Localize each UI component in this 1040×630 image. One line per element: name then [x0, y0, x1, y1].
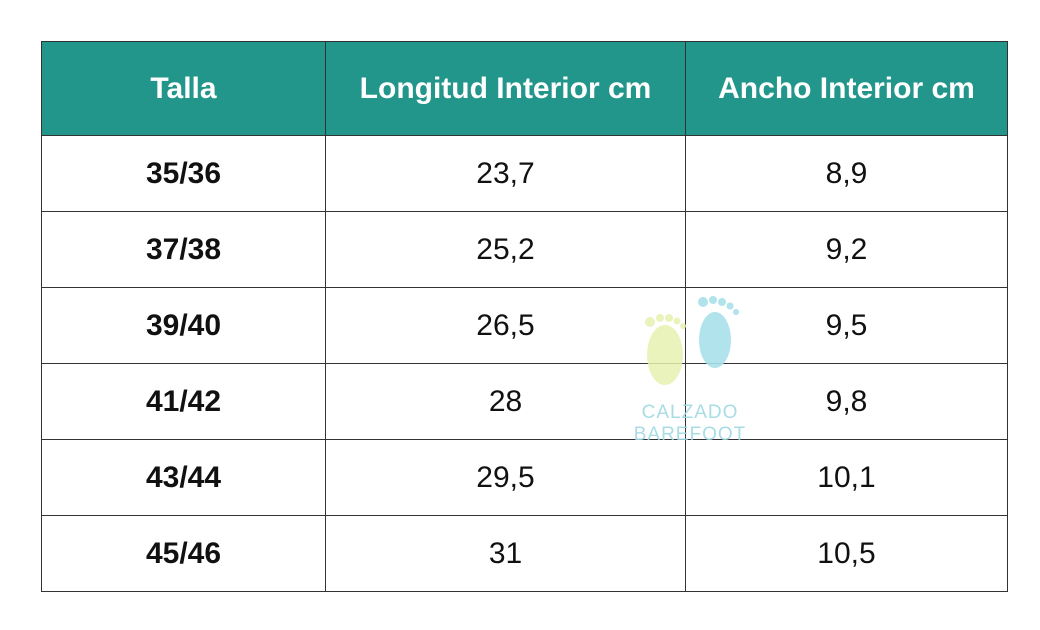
measure-cell: 23,7: [325, 135, 686, 212]
size-cell: 43/44: [41, 439, 326, 516]
size-cell: 45/46: [41, 515, 326, 592]
header-cell: Talla: [41, 41, 326, 136]
measure-cell: 26,5: [325, 287, 686, 364]
header-cell: Longitud Interior cm: [325, 41, 686, 136]
measure-cell: 10,1: [685, 439, 1008, 516]
table-body: 35/36 23,7 8,9 37/38 25,2 9,2 39/40 26,5 9,5 41/4…: [41, 135, 1008, 592]
table-row: 39/40 26,5 9,5: [41, 287, 1008, 364]
table-row: 37/38 25,2 9,2: [41, 211, 1008, 288]
measure-cell: 9,5: [685, 287, 1008, 364]
measure-cell: 28: [325, 363, 686, 440]
size-cell: 37/38: [41, 211, 326, 288]
header-cell: Ancho Interior cm: [685, 41, 1008, 136]
measure-cell: 25,2: [325, 211, 686, 288]
measure-cell: 31: [325, 515, 686, 592]
measure-cell: 29,5: [325, 439, 686, 516]
size-cell: 39/40: [41, 287, 326, 364]
header-row: Talla Longitud Interior cm Ancho Interior …: [41, 41, 1008, 136]
table-row: 35/36 23,7 8,9: [41, 135, 1008, 212]
measure-cell: 9,2: [685, 211, 1008, 288]
size-cell: 41/42: [41, 363, 326, 440]
size-table: Talla Longitud Interior cm Ancho Interior …: [41, 41, 1008, 592]
measure-cell: 10,5: [685, 515, 1008, 592]
table-row: 41/42 28 9,8: [41, 363, 1008, 440]
measure-cell: 8,9: [685, 135, 1008, 212]
measure-cell: 9,8: [685, 363, 1008, 440]
table-row: 43/44 29,5 10,1: [41, 439, 1008, 516]
size-cell: 35/36: [41, 135, 326, 212]
table-row: 45/46 31 10,5: [41, 515, 1008, 592]
